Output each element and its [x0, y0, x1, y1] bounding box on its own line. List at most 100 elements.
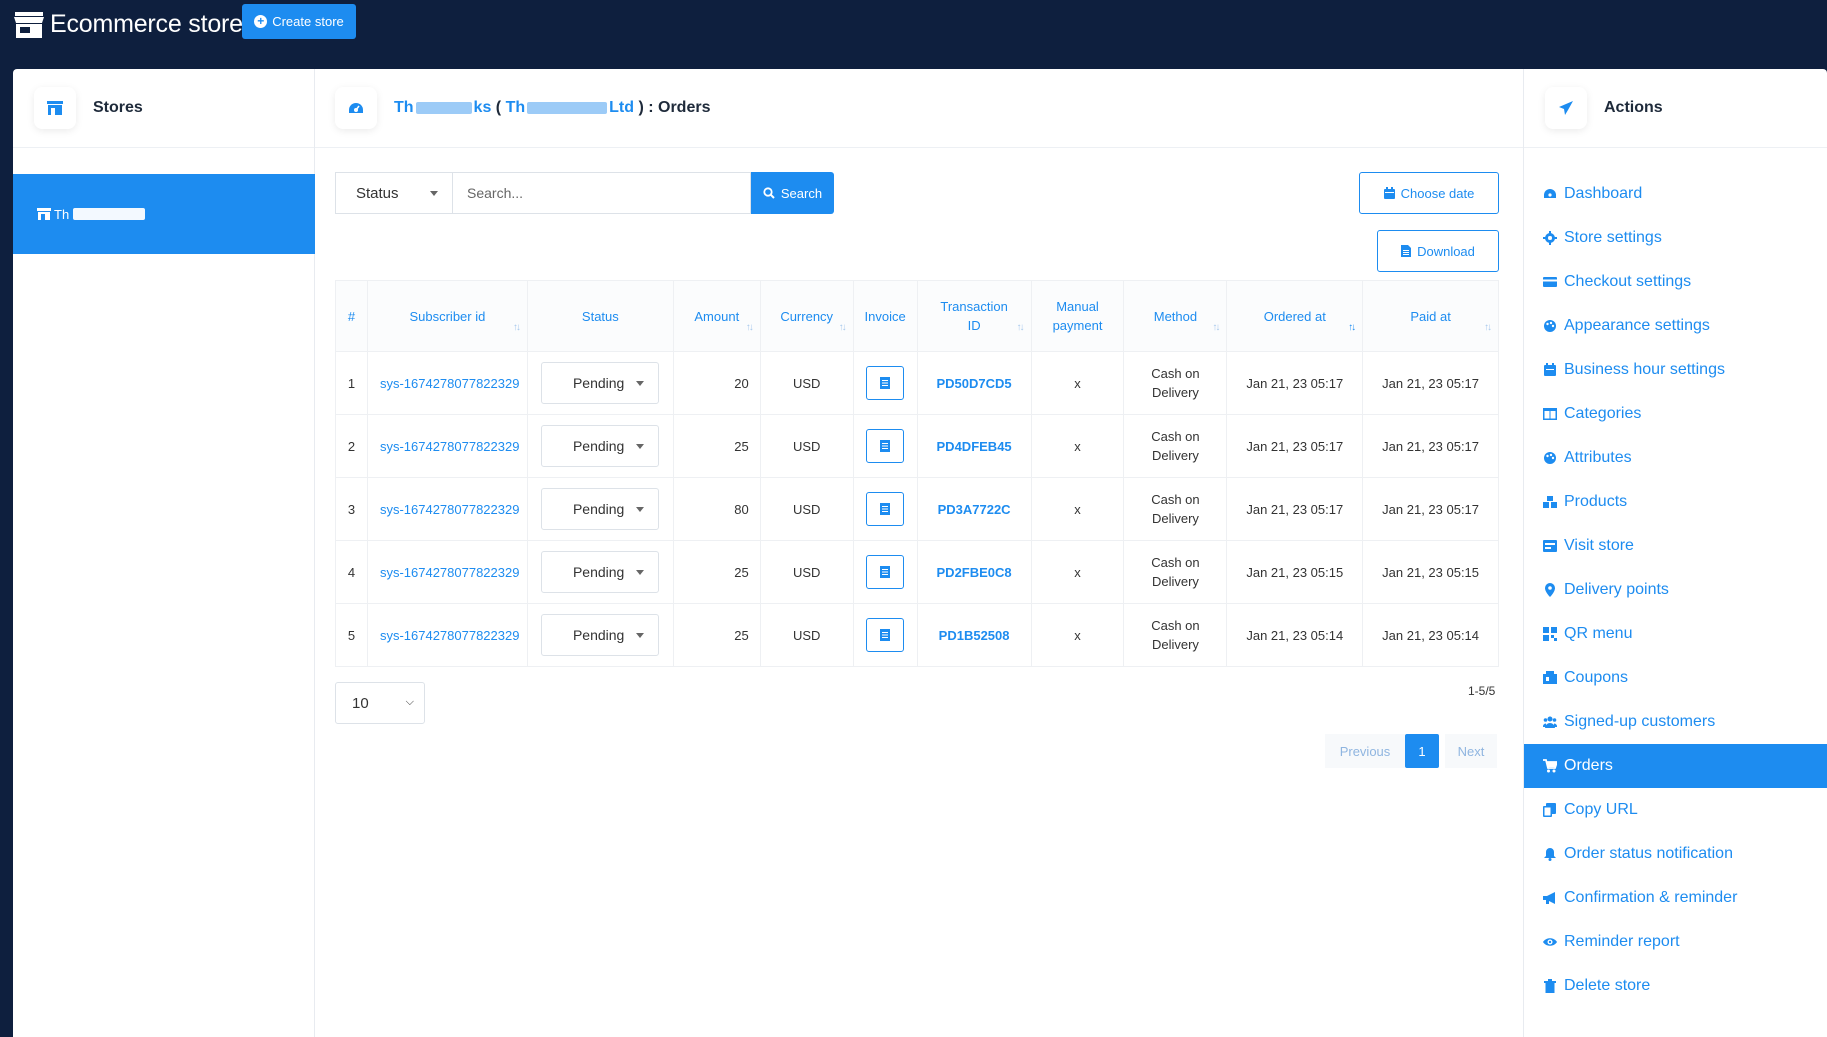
- action-item-appearance-settings[interactable]: Appearance settings: [1524, 304, 1827, 348]
- transaction-id-link[interactable]: PD1B52508: [916, 603, 1032, 667]
- paid-at-cell: Jan 21, 23 05:17: [1362, 414, 1499, 478]
- column-header-ordered-at[interactable]: Ordered at ↑↓: [1226, 280, 1364, 352]
- status-cell: Pending: [526, 540, 674, 604]
- table-header-row: # Subscriber id ↑↓ Status Amount ↑↓ Curren…: [335, 280, 1499, 352]
- status-filter-select[interactable]: Status: [335, 172, 452, 214]
- transaction-id-link[interactable]: PD50D7CD5: [916, 351, 1032, 415]
- trash-icon: [1543, 979, 1557, 993]
- invoice-button[interactable]: [866, 429, 905, 463]
- amount-cell: 25: [672, 603, 761, 667]
- caret-down-icon: [636, 444, 645, 449]
- action-item-store-settings[interactable]: Store settings: [1524, 216, 1827, 260]
- row-number: 1: [335, 351, 368, 415]
- action-item-confirmation-reminder[interactable]: Confirmation & reminder: [1524, 876, 1827, 920]
- column-header-method[interactable]: Method ↑↓: [1123, 280, 1228, 352]
- sort-desc-icon: ↑↓: [1348, 322, 1356, 333]
- action-item-business-hour-settings[interactable]: Business hour settings: [1524, 348, 1827, 392]
- create-store-button[interactable]: + Create store: [242, 4, 356, 39]
- amount-cell: 20: [672, 351, 761, 415]
- store-icon: [34, 87, 76, 129]
- download-button[interactable]: Download: [1377, 230, 1499, 272]
- actions-header: Actions: [1524, 69, 1827, 148]
- caret-down-icon: [636, 381, 645, 386]
- palette-icon: [1543, 319, 1557, 333]
- ordered-at-cell: Jan 21, 23 05:17: [1226, 351, 1364, 415]
- receipt-icon: [880, 629, 891, 641]
- action-item-checkout-settings[interactable]: Checkout settings: [1524, 260, 1827, 304]
- receipt-icon: [880, 566, 891, 578]
- actions-title: Actions: [1604, 99, 1663, 116]
- action-item-categories[interactable]: Categories: [1524, 392, 1827, 436]
- search-icon: [763, 187, 775, 199]
- file-icon: [1401, 245, 1412, 257]
- store-title-link[interactable]: Th ks: [394, 99, 492, 116]
- action-item-label: Copy URL: [1564, 801, 1638, 818]
- action-item-copy-url[interactable]: Copy URL: [1524, 788, 1827, 832]
- transaction-id-link[interactable]: PD2FBE0C8: [916, 540, 1032, 604]
- choose-date-button[interactable]: Choose date: [1359, 172, 1499, 214]
- pagination-range: 1-5/5: [1468, 684, 1496, 698]
- action-item-reminder-report[interactable]: Reminder report: [1524, 920, 1827, 964]
- column-header-amount[interactable]: Amount ↑↓: [672, 280, 761, 352]
- subscriber-id-link[interactable]: sys-1674278077822329: [366, 351, 528, 415]
- order-status-select[interactable]: Pending: [541, 362, 660, 404]
- currency-cell: USD: [759, 477, 854, 541]
- invoice-button[interactable]: [866, 618, 905, 652]
- subscriber-id-link[interactable]: sys-1674278077822329: [366, 477, 528, 541]
- action-item-delete-store[interactable]: Delete store: [1524, 964, 1827, 1008]
- eye-icon: [1543, 935, 1557, 949]
- pagination-previous[interactable]: Previous: [1325, 734, 1405, 768]
- pagination-page-1[interactable]: 1: [1405, 734, 1439, 768]
- action-item-orders[interactable]: Orders: [1524, 744, 1827, 788]
- title-suffix: ) : Orders: [638, 99, 711, 116]
- action-item-label: Checkout settings: [1564, 273, 1692, 290]
- company-title-link[interactable]: Th Ltd: [505, 99, 634, 116]
- action-item-label: Business hour settings: [1564, 361, 1725, 378]
- column-header-subscriber-id[interactable]: Subscriber id ↑↓: [366, 280, 528, 352]
- subscriber-id-link[interactable]: sys-1674278077822329: [366, 540, 528, 604]
- ordered-at-cell: Jan 21, 23 05:17: [1226, 414, 1364, 478]
- action-item-signed-up-customers[interactable]: Signed-up customers: [1524, 700, 1827, 744]
- action-item-products[interactable]: Products: [1524, 480, 1827, 524]
- per-page-select[interactable]: 10 ⌵: [335, 682, 425, 724]
- paid-at-cell: Jan 21, 23 05:17: [1362, 477, 1499, 541]
- order-status-select[interactable]: Pending: [541, 551, 660, 593]
- search-input[interactable]: [452, 172, 751, 214]
- action-item-label: Visit store: [1564, 537, 1634, 554]
- order-status-select[interactable]: Pending: [541, 425, 660, 467]
- action-item-order-status-notification[interactable]: Order status notification: [1524, 832, 1827, 876]
- subscriber-id-link[interactable]: sys-1674278077822329: [366, 603, 528, 667]
- cart-icon: [1543, 759, 1557, 773]
- column-header-paid-at[interactable]: Paid at ↑↓: [1362, 280, 1499, 352]
- search-button[interactable]: Search: [751, 172, 834, 214]
- transaction-id-link[interactable]: PD4DFEB45: [916, 414, 1032, 478]
- action-item-attributes[interactable]: Attributes: [1524, 436, 1827, 480]
- pagination-next[interactable]: Next: [1445, 734, 1497, 768]
- caret-down-icon: [636, 633, 645, 638]
- column-header-transaction-id[interactable]: Transaction ID ↑↓: [916, 280, 1032, 352]
- action-item-qr-menu[interactable]: QR menu: [1524, 612, 1827, 656]
- invoice-cell: [852, 603, 918, 667]
- column-header-invoice: Invoice: [852, 280, 918, 352]
- caret-down-icon: [636, 507, 645, 512]
- invoice-button[interactable]: [866, 492, 905, 526]
- action-item-dashboard[interactable]: Dashboard: [1524, 172, 1827, 216]
- manual-payment-cell: x: [1030, 540, 1125, 604]
- transaction-id-link[interactable]: PD3A7722C: [916, 477, 1032, 541]
- store-list-item[interactable]: Th: [13, 174, 315, 254]
- order-status-select[interactable]: Pending: [541, 614, 660, 656]
- action-item-delivery-points[interactable]: Delivery points: [1524, 568, 1827, 612]
- invoice-button[interactable]: [866, 366, 905, 400]
- action-item-coupons[interactable]: Coupons: [1524, 656, 1827, 700]
- subscriber-id-link[interactable]: sys-1674278077822329: [366, 414, 528, 478]
- invoice-button[interactable]: [866, 555, 905, 589]
- order-status-select[interactable]: Pending: [541, 488, 660, 530]
- stores-header: Stores: [13, 69, 314, 148]
- ordered-at-cell: Jan 21, 23 05:17: [1226, 477, 1364, 541]
- main-panel: Stores Th Th ks ( Th L: [13, 69, 1827, 1037]
- column-header-currency[interactable]: Currency ↑↓: [759, 280, 854, 352]
- gear-icon: [1543, 231, 1557, 245]
- status-filter-label: Status: [356, 184, 399, 202]
- action-item-visit-store[interactable]: Visit store: [1524, 524, 1827, 568]
- action-item-label: Reminder report: [1564, 933, 1680, 950]
